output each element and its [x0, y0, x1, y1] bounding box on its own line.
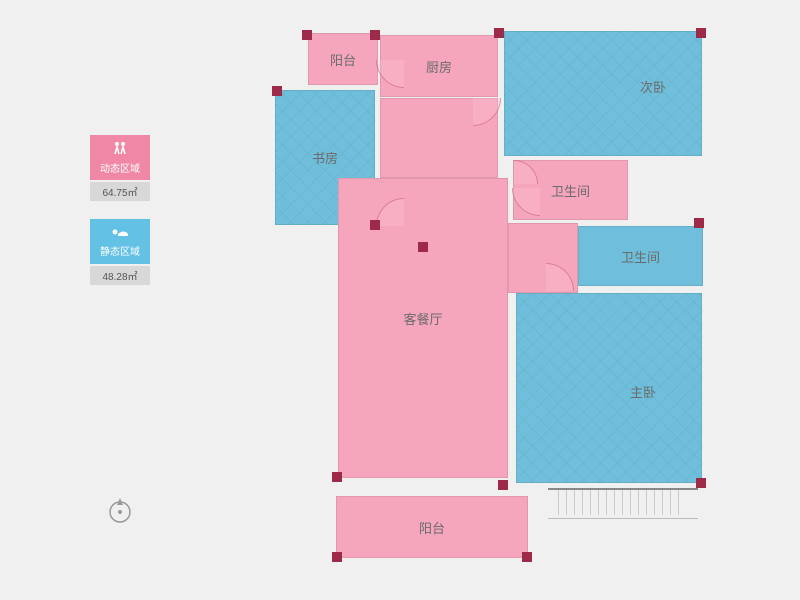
legend-dynamic-box: 动态区域 [90, 135, 150, 180]
column [272, 86, 282, 96]
room-label: 厨房 [426, 57, 452, 76]
column [694, 218, 704, 228]
legend-dynamic-label: 动态区域 [100, 160, 140, 175]
column [418, 242, 428, 252]
room-master-bedroom: 主卧 [516, 293, 702, 483]
column [332, 552, 342, 562]
room-label: 卫生间 [551, 181, 590, 200]
column [332, 472, 342, 482]
slab-hatch [558, 490, 683, 515]
column [696, 28, 706, 38]
legend-static-label: 静态区域 [100, 243, 140, 258]
legend-static-box: 静态区域 [90, 219, 150, 264]
column [696, 478, 706, 488]
room-label: 卫生间 [621, 247, 660, 266]
room-label: 阳台 [330, 50, 356, 69]
column [494, 28, 504, 38]
room-balcony-top: 阳台 [308, 33, 378, 85]
room-label: 次卧 [640, 77, 666, 96]
floorplan-canvas: 阳台 厨房 次卧 书房 卫生间 卫生间 客餐厅 主卧 阳台 [258, 18, 718, 576]
column [302, 30, 312, 40]
compass-icon [105, 495, 135, 525]
room-label: 客餐厅 [403, 309, 442, 328]
column [522, 552, 532, 562]
legend-dynamic-value: 64.75㎡ [90, 182, 150, 201]
room-second-bedroom: 次卧 [504, 31, 702, 156]
legend-panel: 动态区域 64.75㎡ 静态区域 48.28㎡ [90, 135, 152, 303]
room-label: 主卧 [630, 382, 656, 401]
sleep-icon [110, 225, 130, 241]
column [370, 220, 380, 230]
slab-line [548, 518, 698, 519]
legend-static-value: 48.28㎡ [90, 266, 150, 285]
room-label: 书房 [312, 148, 338, 167]
room-wc2: 卫生间 [578, 226, 703, 286]
room-living: 客餐厅 [338, 178, 508, 478]
room-label: 阳台 [419, 518, 445, 537]
column [370, 30, 380, 40]
column [498, 480, 508, 490]
room-balcony-bottom: 阳台 [336, 496, 528, 558]
people-icon [112, 141, 128, 158]
